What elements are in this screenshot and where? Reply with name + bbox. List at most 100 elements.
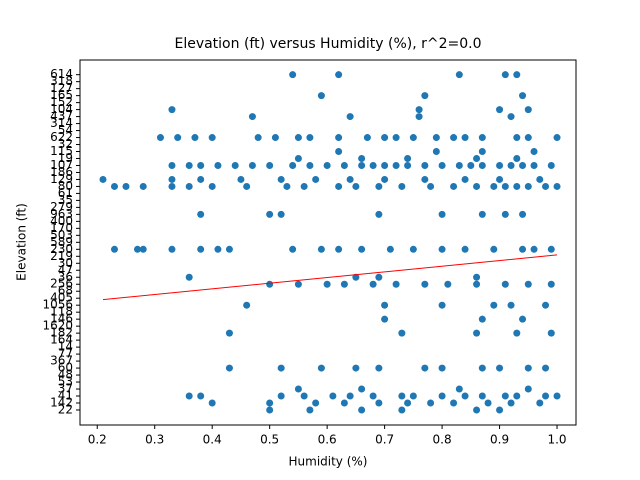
point <box>323 161 331 169</box>
point <box>478 161 486 169</box>
point <box>519 161 527 169</box>
point <box>352 182 360 190</box>
x-tick-label: 0.4 <box>203 433 222 447</box>
point <box>375 399 383 407</box>
point <box>197 392 205 400</box>
point <box>421 161 429 169</box>
point <box>536 399 544 407</box>
point <box>294 154 302 162</box>
point <box>185 273 193 281</box>
y-tick-label: 622 <box>50 130 73 144</box>
point <box>473 280 481 288</box>
y-axis-label: Elevation (ft) <box>15 203 29 281</box>
point <box>501 280 509 288</box>
point <box>266 399 274 407</box>
point <box>438 245 446 253</box>
point <box>409 392 417 400</box>
point <box>191 134 199 142</box>
point <box>375 364 383 372</box>
point <box>438 210 446 218</box>
point <box>300 392 308 400</box>
point <box>392 280 400 288</box>
y-tick-label: 186 <box>50 165 73 179</box>
y-tick-label: 405 <box>50 291 73 305</box>
point <box>375 210 383 218</box>
point <box>553 392 561 400</box>
point <box>392 161 400 169</box>
point <box>496 106 504 114</box>
point <box>248 113 256 121</box>
point <box>507 399 515 407</box>
point <box>139 245 147 253</box>
point <box>358 245 366 253</box>
point <box>375 182 383 190</box>
point <box>266 280 274 288</box>
point <box>524 182 532 190</box>
y-tick-label: 32 <box>58 137 73 151</box>
point <box>283 182 291 190</box>
y-tick-label: 77 <box>58 347 73 361</box>
point <box>110 182 118 190</box>
point <box>277 364 285 372</box>
point <box>404 399 412 407</box>
point <box>461 245 469 253</box>
point <box>214 161 222 169</box>
x-axis-label: Humidity (%) <box>289 455 368 469</box>
point <box>530 148 538 156</box>
point <box>501 392 509 400</box>
point <box>352 273 360 281</box>
point <box>277 392 285 400</box>
y-tick-label: 279 <box>50 200 73 214</box>
y-tick-label: 68 <box>58 284 73 298</box>
point <box>542 301 550 309</box>
point <box>208 182 216 190</box>
point <box>197 161 205 169</box>
y-tick-label: 146 <box>50 312 73 326</box>
point <box>421 92 429 100</box>
y-tick-label: 503 <box>50 228 73 242</box>
point <box>473 154 481 162</box>
y-tick-label: 614 <box>50 67 73 81</box>
point <box>547 329 555 337</box>
point <box>438 364 446 372</box>
x-tick-label: 0.2 <box>88 433 107 447</box>
point <box>340 280 348 288</box>
point <box>386 245 394 253</box>
point <box>519 245 527 253</box>
point <box>369 161 377 169</box>
point <box>208 134 216 142</box>
y-tick-label: 54 <box>58 123 73 137</box>
point <box>542 182 550 190</box>
point <box>352 364 360 372</box>
y-tick-label: 164 <box>50 333 73 347</box>
point <box>323 280 331 288</box>
point <box>496 161 504 169</box>
point <box>317 92 325 100</box>
point <box>358 406 366 414</box>
point <box>340 161 348 169</box>
point <box>455 385 463 393</box>
y-tick-label: 367 <box>50 354 73 368</box>
y-tick-label: 127 <box>50 81 73 95</box>
point <box>110 245 118 253</box>
x-tick-label: 0.7 <box>375 433 394 447</box>
point <box>467 161 475 169</box>
point <box>381 301 389 309</box>
point <box>513 392 521 400</box>
point <box>289 161 297 169</box>
point <box>197 175 205 183</box>
point <box>547 280 555 288</box>
point <box>519 92 527 100</box>
point <box>432 134 440 142</box>
y-tick-label: 80 <box>58 179 73 193</box>
point <box>335 245 343 253</box>
point <box>214 245 222 253</box>
plot-frame <box>79 59 577 426</box>
point <box>243 301 251 309</box>
point <box>363 134 371 142</box>
point <box>524 280 532 288</box>
chart-title: Elevation (ft) versus Humidity (%), r^2=… <box>174 36 481 52</box>
point <box>530 245 538 253</box>
point <box>473 273 481 281</box>
point <box>478 210 486 218</box>
